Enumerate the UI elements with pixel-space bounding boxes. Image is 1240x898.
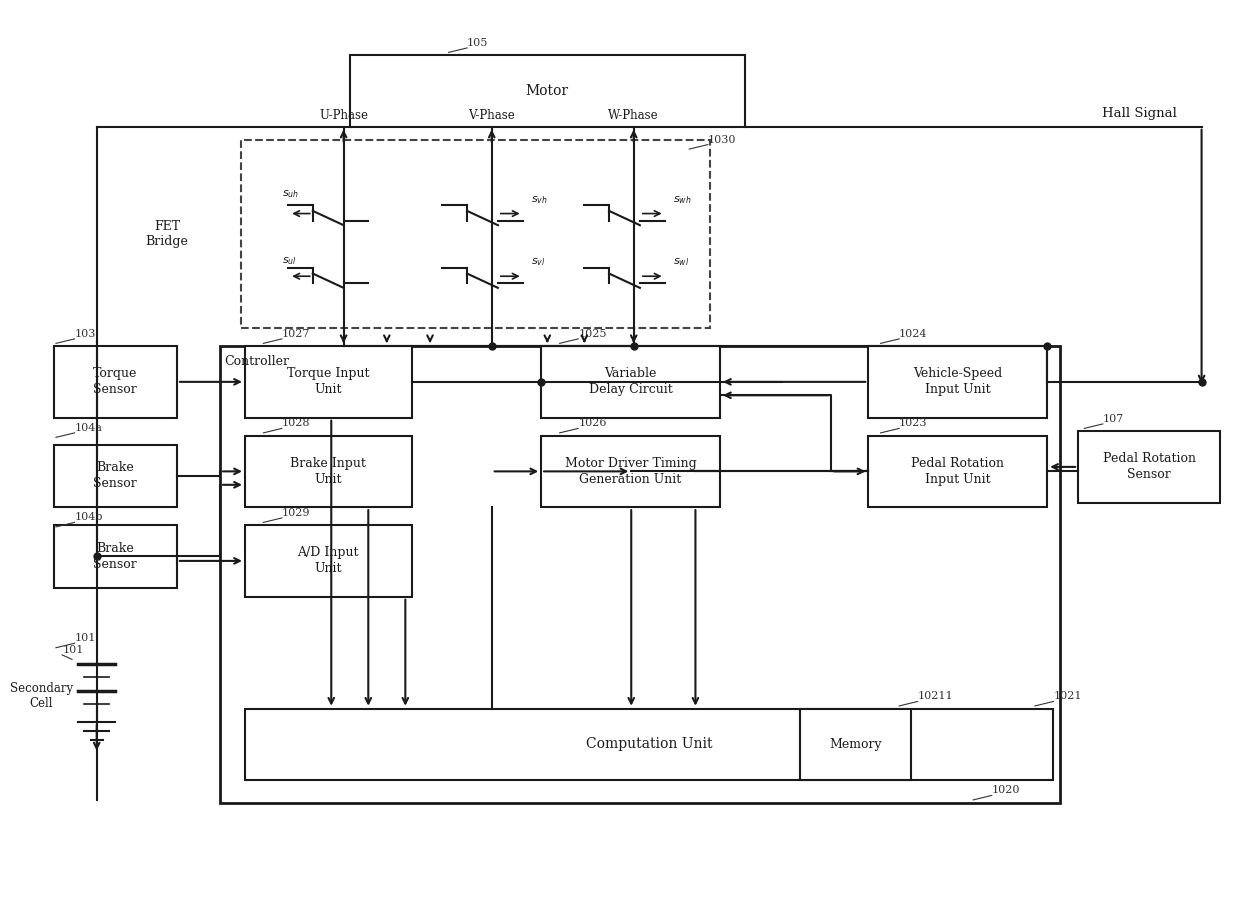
Text: Hall Signal: Hall Signal bbox=[1102, 107, 1177, 119]
FancyBboxPatch shape bbox=[1078, 431, 1220, 503]
Text: 1026: 1026 bbox=[578, 418, 606, 428]
Text: $s_{wl}$: $s_{wl}$ bbox=[673, 257, 689, 269]
Text: Torque Input
Unit: Torque Input Unit bbox=[286, 367, 370, 396]
FancyBboxPatch shape bbox=[244, 346, 412, 418]
Text: Pedal Rotation
Sensor: Pedal Rotation Sensor bbox=[1102, 453, 1195, 481]
Text: A/D Input
Unit: A/D Input Unit bbox=[298, 546, 358, 576]
Text: Memory: Memory bbox=[830, 738, 882, 751]
FancyBboxPatch shape bbox=[541, 436, 720, 507]
FancyBboxPatch shape bbox=[244, 525, 412, 596]
Text: Computation Unit: Computation Unit bbox=[585, 737, 713, 752]
Text: 105: 105 bbox=[467, 38, 489, 48]
Text: Torque
Sensor: Torque Sensor bbox=[93, 367, 138, 396]
Text: 1024: 1024 bbox=[899, 329, 928, 339]
Text: V-Phase: V-Phase bbox=[469, 110, 515, 122]
Text: $s_{uh}$: $s_{uh}$ bbox=[281, 189, 299, 200]
Text: Controller: Controller bbox=[224, 355, 289, 368]
Text: 104a: 104a bbox=[74, 423, 103, 433]
Text: 1023: 1023 bbox=[899, 418, 928, 428]
Text: Vehicle-Speed
Input Unit: Vehicle-Speed Input Unit bbox=[913, 367, 1002, 396]
Text: Variable
Delay Circuit: Variable Delay Circuit bbox=[589, 367, 672, 396]
Text: Pedal Rotation
Input Unit: Pedal Rotation Input Unit bbox=[911, 457, 1004, 486]
Text: 1025: 1025 bbox=[578, 329, 606, 339]
Text: Brake
Sensor: Brake Sensor bbox=[93, 462, 138, 490]
FancyBboxPatch shape bbox=[244, 709, 1054, 780]
Text: 1030: 1030 bbox=[708, 135, 737, 145]
Text: 1021: 1021 bbox=[1054, 691, 1083, 701]
Text: W-Phase: W-Phase bbox=[609, 110, 658, 122]
FancyBboxPatch shape bbox=[541, 346, 720, 418]
Text: $s_{vl}$: $s_{vl}$ bbox=[531, 257, 546, 269]
Text: $s_{vh}$: $s_{vh}$ bbox=[531, 194, 548, 206]
FancyBboxPatch shape bbox=[868, 346, 1048, 418]
Text: Motor Driver Timing
Generation Unit: Motor Driver Timing Generation Unit bbox=[564, 457, 697, 486]
Text: 101: 101 bbox=[74, 633, 95, 643]
Text: 101: 101 bbox=[62, 645, 83, 655]
Text: FET
Bridge: FET Bridge bbox=[145, 220, 188, 248]
FancyBboxPatch shape bbox=[53, 525, 177, 588]
Text: 107: 107 bbox=[1102, 414, 1125, 424]
FancyBboxPatch shape bbox=[350, 55, 745, 127]
Text: 10211: 10211 bbox=[918, 691, 954, 701]
Text: 1028: 1028 bbox=[281, 418, 310, 428]
Text: 1029: 1029 bbox=[281, 508, 310, 518]
Text: Secondary
Cell: Secondary Cell bbox=[10, 682, 73, 709]
FancyBboxPatch shape bbox=[53, 445, 177, 507]
Text: $s_{wh}$: $s_{wh}$ bbox=[673, 194, 692, 206]
FancyBboxPatch shape bbox=[53, 346, 177, 418]
Text: 103: 103 bbox=[74, 329, 95, 339]
Text: Brake Input
Unit: Brake Input Unit bbox=[290, 457, 366, 486]
Text: 1027: 1027 bbox=[281, 329, 310, 339]
FancyBboxPatch shape bbox=[244, 436, 412, 507]
Text: Brake
Sensor: Brake Sensor bbox=[93, 541, 138, 571]
FancyBboxPatch shape bbox=[868, 436, 1048, 507]
Text: U-Phase: U-Phase bbox=[319, 110, 368, 122]
Text: Motor: Motor bbox=[526, 84, 569, 98]
Text: 104b: 104b bbox=[74, 513, 103, 523]
Text: $s_{ul}$: $s_{ul}$ bbox=[281, 255, 296, 267]
FancyBboxPatch shape bbox=[800, 709, 911, 780]
Text: 1020: 1020 bbox=[992, 786, 1021, 796]
